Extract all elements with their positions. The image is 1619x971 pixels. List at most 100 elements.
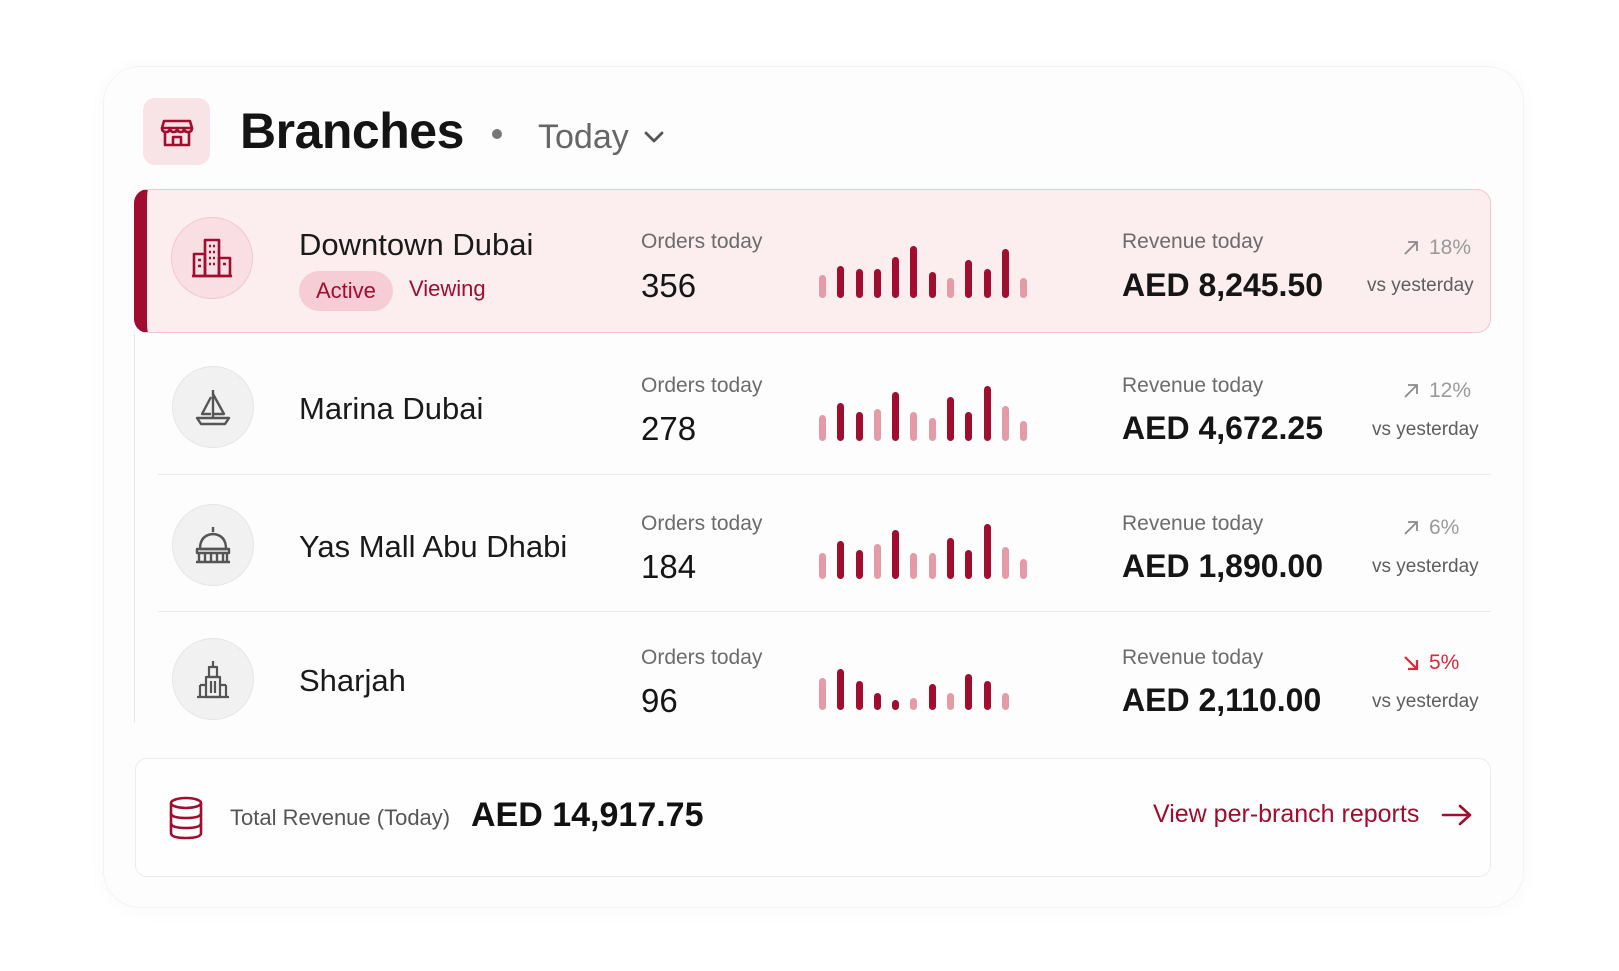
spark-bar — [837, 541, 845, 579]
delta-indicator: 12% — [1403, 379, 1471, 403]
view-reports-link[interactable]: View per-branch reports — [1153, 800, 1473, 829]
revenue-value: AED 8,245.50 — [1122, 267, 1324, 303]
mosque-dome-icon — [172, 504, 254, 586]
row-divider — [158, 611, 1491, 612]
separator-dot — [492, 129, 502, 139]
spark-bar — [910, 698, 918, 710]
page-title: Branches — [240, 103, 464, 159]
spark-bar — [819, 553, 826, 579]
spark-bar — [837, 266, 845, 298]
period-dropdown[interactable]: Today — [538, 112, 665, 162]
revenue-value: AED 2,110.00 — [1122, 682, 1322, 718]
orders-value: 184 — [641, 548, 697, 585]
delta-indicator: 5% — [1403, 651, 1459, 675]
storefront-icon — [143, 98, 210, 165]
spark-bar — [1001, 249, 1009, 298]
revenue-label: Revenue today — [1122, 646, 1264, 669]
spark-bar — [965, 412, 973, 441]
branch-name: Yas Mall Abu Dhabi — [299, 529, 568, 564]
arrow-up-right-icon — [1404, 384, 1418, 398]
spark-bar — [983, 524, 991, 579]
spark-bar — [855, 681, 863, 710]
delta-value: 12% — [1429, 379, 1472, 402]
spark-bar — [1001, 693, 1009, 710]
orders-sparkline — [819, 650, 1020, 710]
spark-bar — [965, 674, 973, 710]
spark-bar — [928, 272, 936, 298]
view-reports-label: View per-branch reports — [1153, 800, 1420, 828]
spark-bar — [873, 693, 881, 710]
spark-bar — [1020, 278, 1028, 298]
orders-label: Orders today — [641, 374, 763, 397]
orders-label: Orders today — [641, 230, 763, 253]
spark-bar — [873, 544, 881, 579]
status-note: Viewing — [409, 276, 486, 301]
revenue-value: AED 1,890.00 — [1122, 548, 1324, 584]
arrow-right-icon — [1442, 804, 1472, 825]
spark-bar — [819, 415, 826, 441]
row-divider — [158, 474, 1491, 475]
spark-bar — [892, 530, 900, 579]
spark-bar — [819, 678, 826, 710]
vs-label: vs yesterday — [1372, 556, 1479, 577]
spark-bar — [892, 257, 900, 298]
period-label: Today — [538, 117, 629, 156]
branch-name: Sharjah — [299, 663, 406, 698]
totals-footer — [135, 758, 1491, 877]
delta-indicator: 6% — [1403, 516, 1459, 540]
spark-bar — [910, 553, 918, 579]
tower-icon — [172, 638, 254, 720]
spark-bar — [947, 693, 955, 710]
spark-bar — [947, 538, 955, 579]
spark-bar — [947, 278, 955, 298]
sailboat-icon — [172, 366, 254, 448]
spark-bar — [873, 269, 881, 298]
orders-label: Orders today — [641, 646, 763, 669]
delta-indicator: 18% — [1403, 236, 1471, 260]
spark-bar — [910, 246, 918, 298]
spark-bar — [837, 403, 845, 441]
spark-bar — [1001, 547, 1009, 579]
spark-bar — [928, 418, 936, 441]
city-buildings-icon — [171, 217, 253, 299]
arrow-up-right-icon — [1404, 521, 1418, 535]
spark-bar — [892, 700, 900, 710]
spark-bar — [819, 275, 826, 298]
spark-bar — [1001, 406, 1009, 441]
spark-bar — [1020, 559, 1028, 579]
delta-value: 5% — [1429, 651, 1460, 674]
vs-label: vs yesterday — [1372, 419, 1479, 440]
status-badge: Active — [299, 271, 393, 311]
spark-bar — [928, 553, 936, 579]
spark-bar — [855, 550, 863, 579]
orders-value: 278 — [641, 410, 697, 447]
total-revenue-value: AED 14,917.75 — [471, 796, 704, 834]
spark-bar — [873, 409, 881, 441]
orders-label: Orders today — [641, 512, 763, 535]
spark-bar — [928, 684, 936, 710]
spark-bar — [983, 681, 991, 710]
vs-label: vs yesterday — [1367, 275, 1474, 296]
arrow-down-right-icon — [1404, 656, 1419, 671]
arrow-up-right-icon — [1404, 241, 1418, 255]
spark-bar — [983, 269, 991, 298]
orders-value: 96 — [641, 682, 678, 719]
spark-bar — [855, 269, 863, 298]
branch-name: Downtown Dubai — [299, 227, 534, 262]
spark-bar — [965, 550, 973, 579]
spark-bar — [855, 412, 863, 441]
vs-label: vs yesterday — [1372, 691, 1479, 712]
spark-bar — [983, 386, 991, 441]
orders-sparkline — [819, 238, 1039, 298]
spark-bar — [892, 392, 900, 441]
revenue-label: Revenue today — [1122, 230, 1264, 253]
chevron-down-icon — [644, 131, 664, 143]
revenue-label: Revenue today — [1122, 374, 1264, 397]
spark-bar — [947, 397, 955, 441]
delta-value: 6% — [1429, 516, 1460, 539]
delta-value: 18% — [1429, 236, 1472, 259]
orders-sparkline — [819, 519, 1039, 579]
spark-bar — [1020, 421, 1028, 441]
branch-name: Marina Dubai — [299, 391, 484, 426]
orders-sparkline — [819, 381, 1039, 441]
